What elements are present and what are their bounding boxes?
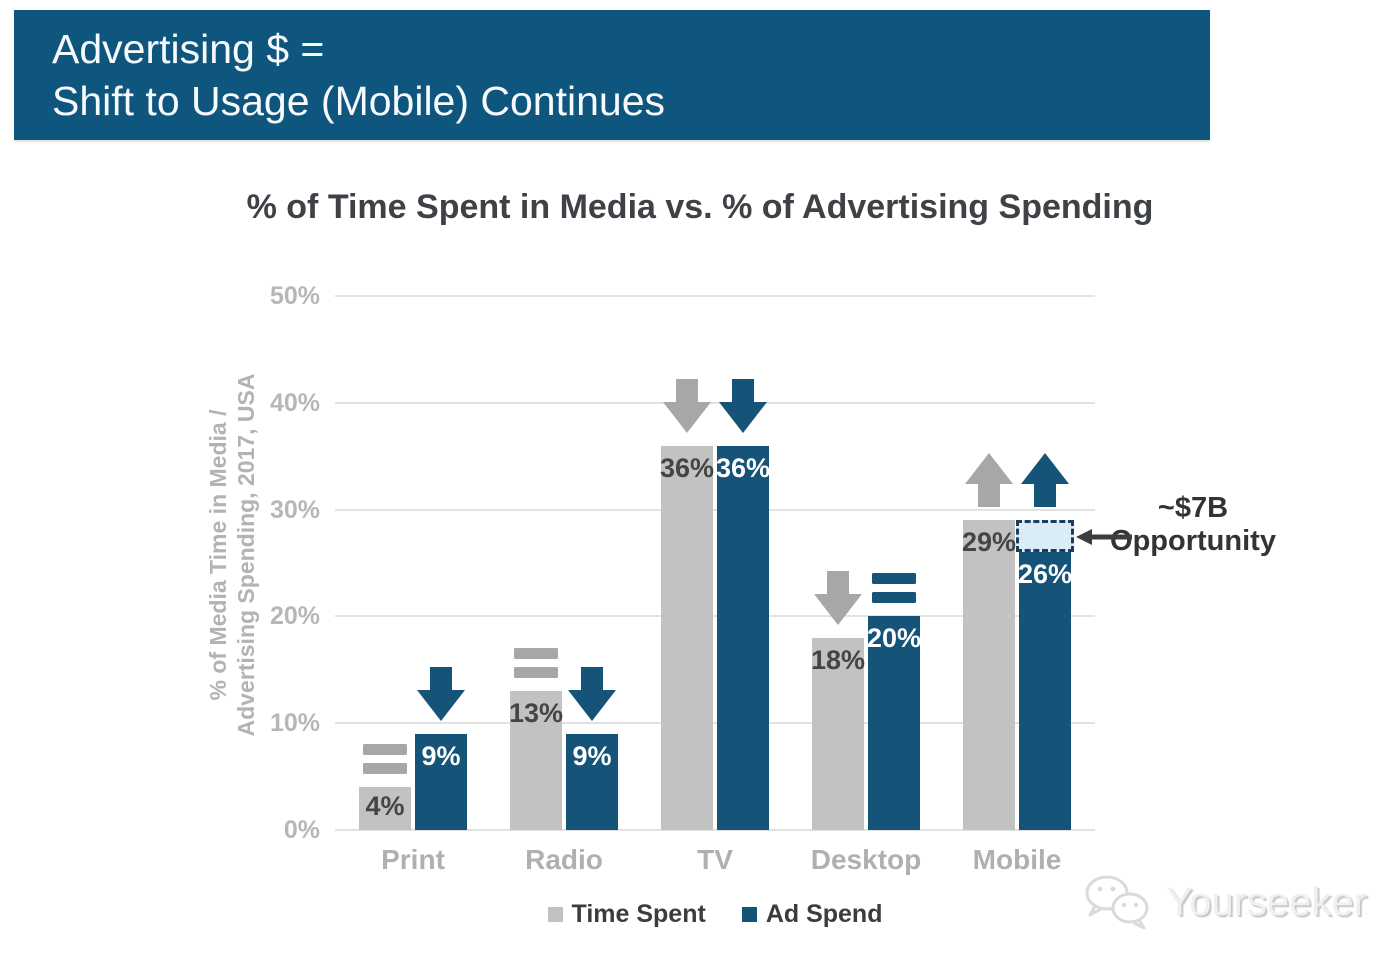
- opportunity-annotation-line1: ~$7B: [1157, 492, 1229, 524]
- bar-group-radio: 13% 9%: [509, 296, 618, 830]
- bar-value-label: 18%: [810, 644, 866, 675]
- watermark: Yourseeker: [1082, 872, 1367, 932]
- x-category-label-tv: TV: [697, 844, 733, 875]
- legend-label: Ad Spend: [765, 900, 883, 928]
- plot-area: 50% 40% 30% 20% 10% 0% 4% 9% Print 13% 9% Radio 36% 3…: [270, 282, 1095, 875]
- bar-ad-spend-desktop: 20%: [867, 616, 921, 830]
- x-category-label-radio: Radio: [525, 844, 603, 875]
- wechat-logo-icon: [1085, 875, 1149, 930]
- trend-down-icon: [663, 378, 711, 438]
- x-category-label-print: Print: [381, 844, 445, 875]
- gridline-10%: [335, 722, 1095, 725]
- legend-swatch: [547, 907, 563, 922]
- trend-up-icon: [1021, 453, 1069, 512]
- legend-item-ad-spend: Ad Spend: [741, 900, 883, 929]
- gridline-50%: [335, 295, 1095, 297]
- bar-group-tv: 36% 36%: [660, 296, 770, 830]
- legend-item-time-spent: Time Spent: [547, 900, 706, 929]
- gridline-30%: [335, 508, 1095, 511]
- legend: Time Spent Ad Spend: [335, 900, 1095, 929]
- bar-time-spent-mobile: 29%: [962, 520, 1016, 830]
- y-tick-40%: 40%: [269, 388, 320, 417]
- header-banner: Advertising $ = Shift to Usage (Mobile) …: [14, 10, 1210, 140]
- bar-value-label: 36%: [659, 452, 715, 483]
- bar-value-label: 26%: [1017, 559, 1073, 590]
- bar-value-label: 36%: [715, 452, 771, 483]
- opportunity-annotation: ~$7B Opportunity: [1103, 492, 1283, 558]
- gridline-40%: [335, 401, 1095, 404]
- opportunity-gap-box: [1016, 520, 1074, 553]
- bar-ad-spend-mobile: 26%: [1018, 552, 1072, 830]
- y-tick-20%: 20%: [269, 602, 320, 631]
- trend-equal-icon: [872, 573, 916, 608]
- header-title-line1: Advertising $ =: [52, 26, 325, 72]
- bar-time-spent-radio: 13%: [509, 691, 563, 830]
- annotation-arrow-icon: [1076, 529, 1132, 545]
- trend-down-icon: [719, 378, 767, 438]
- trend-down-icon: [814, 570, 862, 630]
- y-tick-50%: 50%: [269, 282, 320, 310]
- gridline-20%: [335, 615, 1095, 618]
- bar-value-label: 20%: [866, 623, 922, 654]
- bar-ad-spend-print: 9%: [415, 733, 467, 830]
- y-axis-title-line1: % of Media Time in Media /: [205, 409, 231, 701]
- trend-equal-icon: [363, 744, 407, 779]
- chart-title: % of Time Spent in Media vs. % of Advert…: [246, 188, 1154, 226]
- bar-time-spent-desktop: 18%: [811, 637, 865, 830]
- header-title-line2: Shift to Usage (Mobile) Continues: [52, 78, 666, 124]
- bar-value-label: 4%: [365, 791, 405, 822]
- y-tick-30%: 30%: [269, 495, 320, 524]
- watermark-text: Yourseeker: [1166, 879, 1367, 924]
- bar-group-desktop: 18% 20%: [811, 296, 921, 830]
- y-tick-0%: 0%: [283, 816, 320, 844]
- bar-value-label: 9%: [421, 740, 461, 771]
- trend-equal-icon: [514, 648, 558, 683]
- trend-down-icon: [417, 666, 465, 726]
- bar-time-spent-print: 4%: [359, 787, 411, 830]
- legend-label: Time Spent: [571, 900, 706, 928]
- opportunity-annotation-line2: Opportunity: [1110, 525, 1276, 557]
- bar-ad-spend-radio: 9%: [566, 733, 618, 830]
- bar-value-label: 29%: [961, 527, 1017, 558]
- legend-swatch: [741, 907, 757, 922]
- bar-time-spent-tv: 36%: [660, 445, 714, 830]
- bar-value-label: 9%: [572, 740, 612, 771]
- y-tick-10%: 10%: [269, 709, 320, 738]
- trend-down-icon: [568, 666, 616, 726]
- bar-value-label: 13%: [508, 698, 564, 729]
- x-category-label-mobile: Mobile: [972, 844, 1062, 875]
- trend-up-icon: [965, 453, 1013, 512]
- x-category-label-desktop: Desktop: [810, 844, 922, 875]
- bar-group-print: 4% 9%: [359, 296, 467, 830]
- gridline-0%: [335, 829, 1095, 831]
- bar-ad-spend-tv: 36%: [716, 445, 770, 830]
- bar-group-mobile: 29% 26%: [962, 296, 1074, 830]
